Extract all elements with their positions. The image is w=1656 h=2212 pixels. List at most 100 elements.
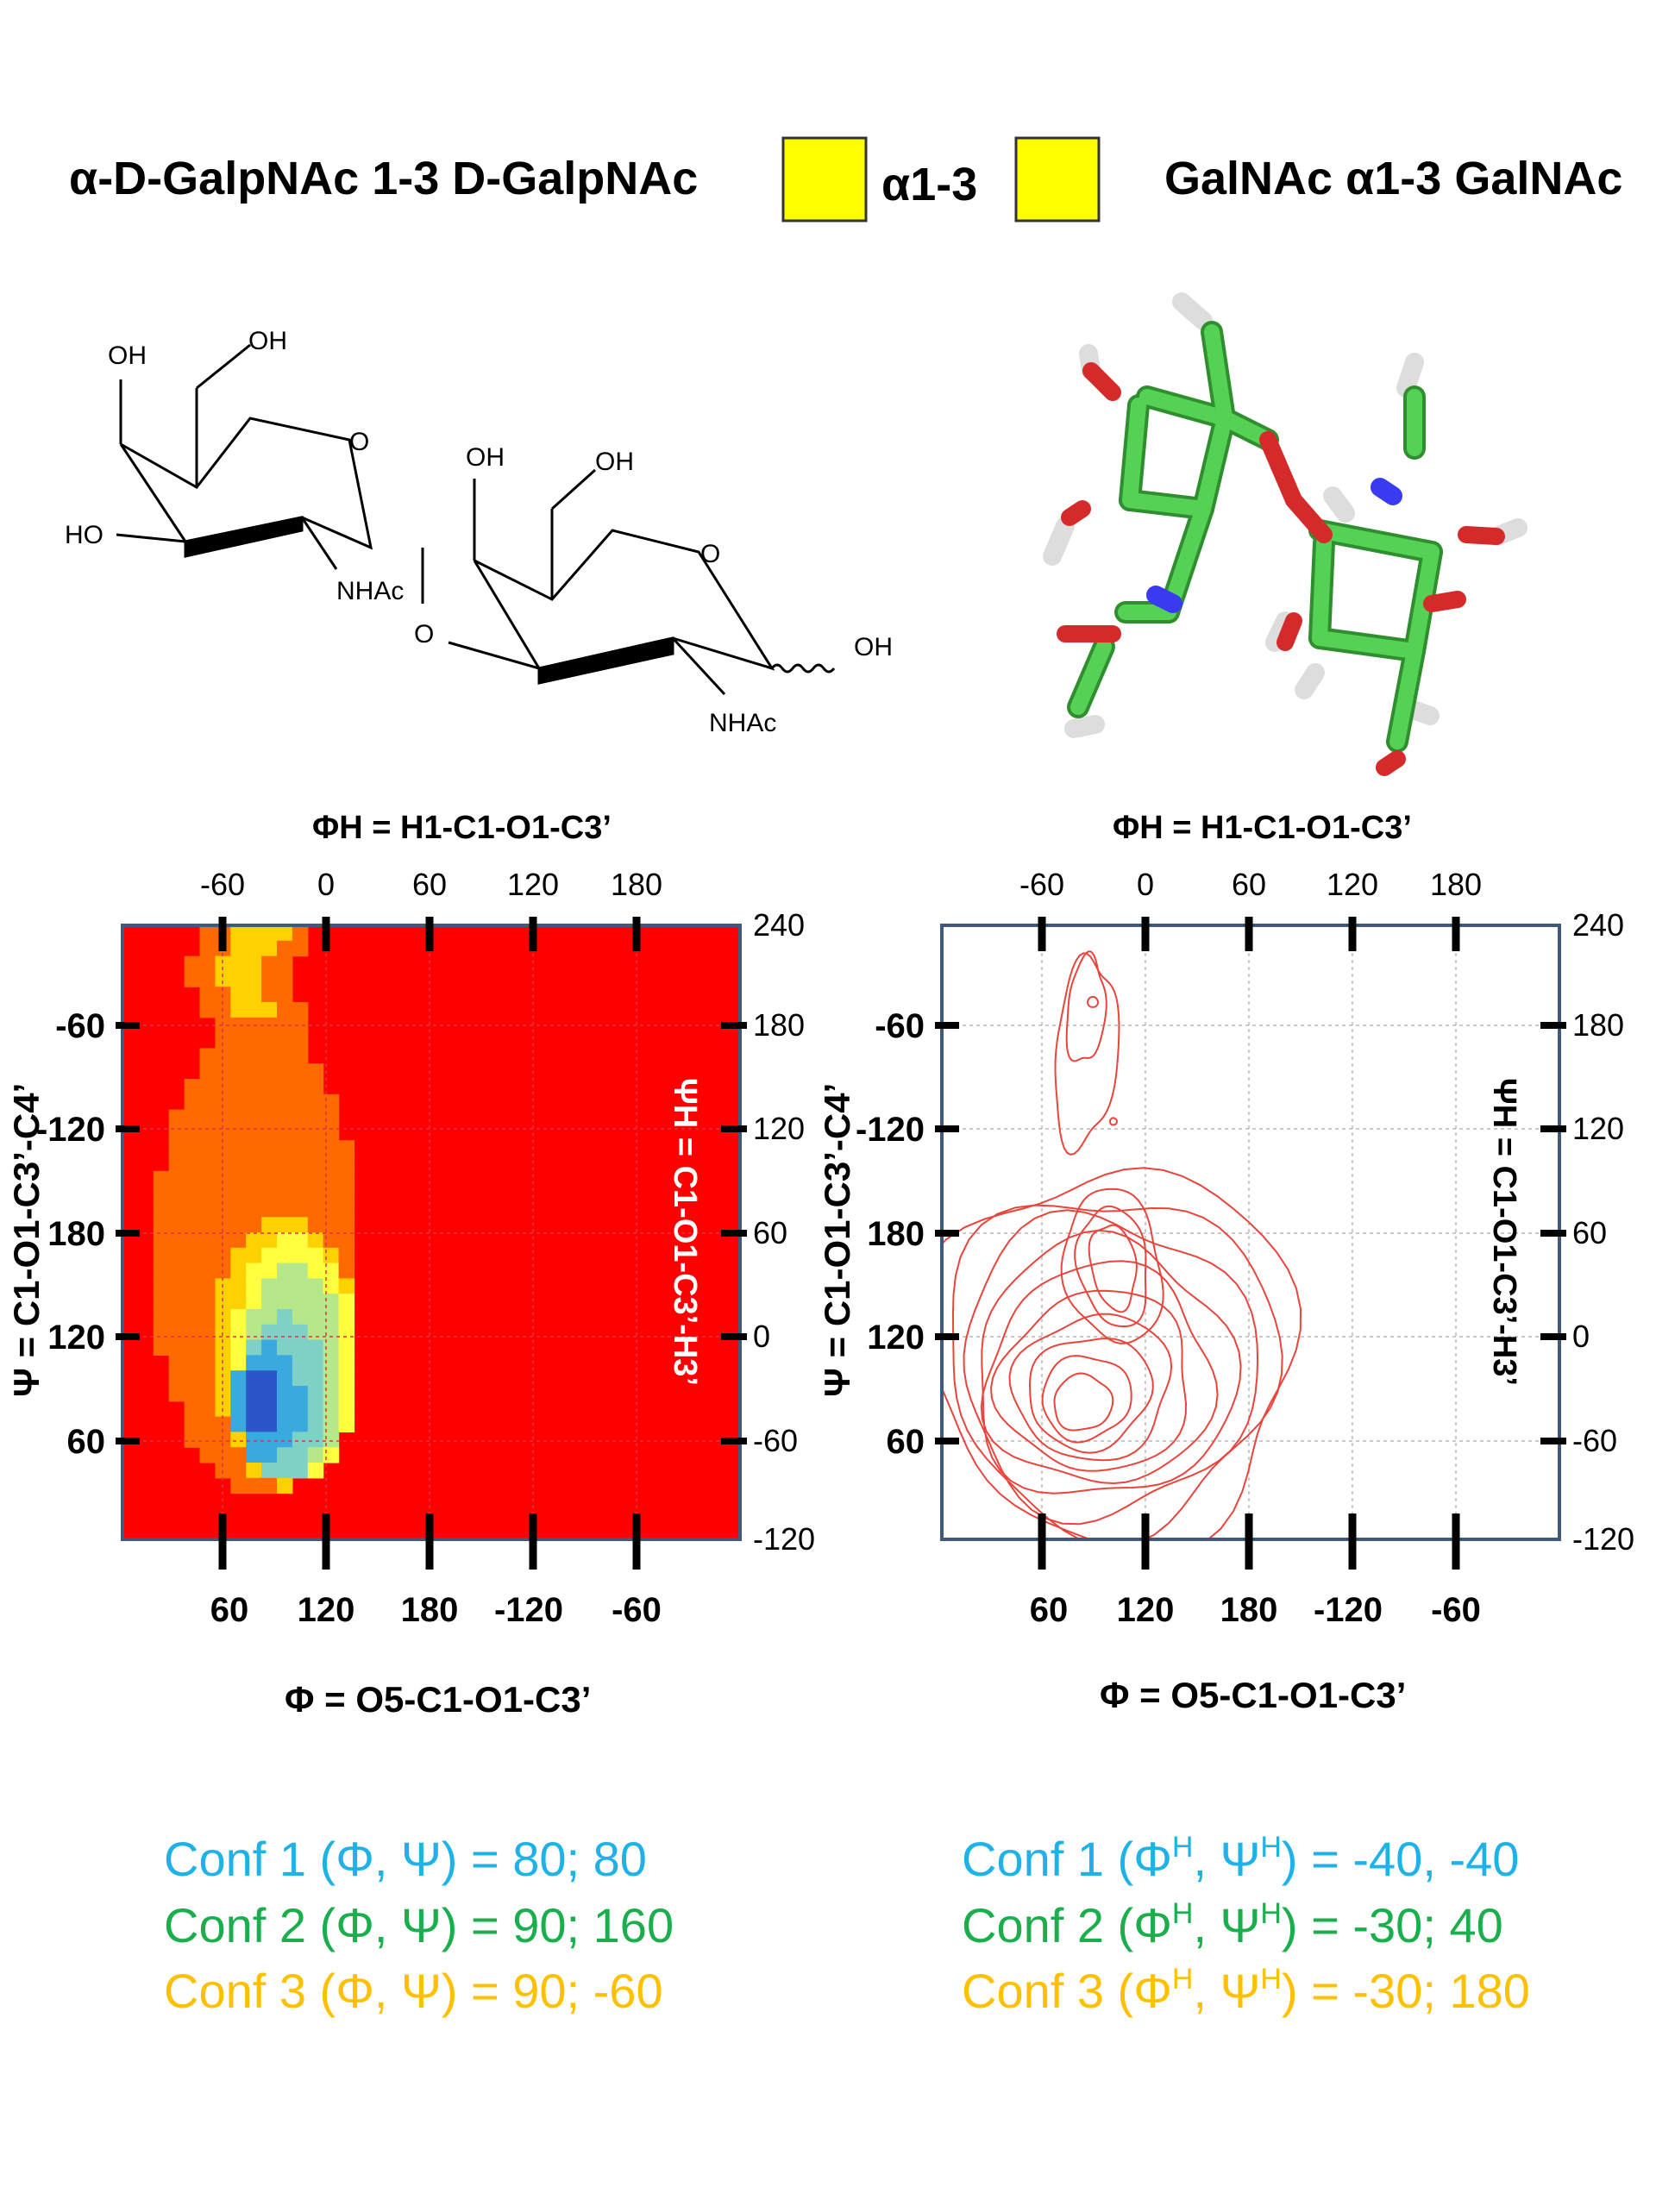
heatmap-cell (292, 1125, 309, 1141)
atom-label: O (414, 620, 434, 649)
ramachandran-contour: -60 60 0 120 60 180 120 -120 180 -60 60 120 180 -120 -… (856, 867, 1634, 1629)
heatmap-cells (122, 925, 740, 1539)
heatmap-cell (168, 1217, 185, 1233)
tick-label: 240 (1572, 907, 1624, 943)
heatmap-cell (168, 1125, 185, 1141)
heatmap-cell (168, 1186, 185, 1202)
heatmap-cell (215, 1170, 231, 1187)
heatmap-cell (261, 1093, 278, 1111)
heatmap-cell (153, 1324, 170, 1341)
heatmap-cell (307, 1447, 324, 1463)
heatmap-cell (338, 1416, 355, 1432)
heatmap-cell (261, 1032, 278, 1049)
heatmap-cell (277, 1477, 293, 1495)
heatmap-cell (153, 1247, 170, 1264)
heatmap-cell (307, 1063, 324, 1080)
heatmap-top-axis-title: ΦH = H1-C1-O1-C3’ (312, 810, 612, 846)
heatmap-cell (230, 1002, 247, 1018)
tick-label: 120 (1572, 1111, 1624, 1146)
heatmap-cell (261, 1263, 278, 1279)
heatmap-cell (277, 940, 293, 957)
atom-label: OH (854, 633, 893, 661)
heatmap-cell (184, 1339, 201, 1356)
heatmap-cell (292, 1401, 309, 1418)
heatmap-cell (230, 1477, 247, 1495)
heatmap-cell (261, 1432, 278, 1448)
heatmap-cell (323, 1447, 340, 1463)
conformer-left-2: Conf 2 (Φ, Ψ) = 90; 160 (164, 1898, 674, 1952)
tick-label: 60 (412, 867, 447, 902)
heatmap-cell (215, 1048, 231, 1064)
heatmap-cell (168, 1140, 185, 1156)
disaccharide-structure (116, 343, 836, 696)
heatmap-cell (307, 1156, 324, 1172)
heatmap-cell (246, 1355, 262, 1371)
heatmap-cell (230, 1093, 247, 1111)
header-left-title: α-D-GalpNAc 1-3 D-GalpNAc (69, 153, 698, 204)
heatmap-cell (168, 1339, 185, 1356)
contour-line (942, 1167, 1302, 1539)
heatmap-cell (184, 1432, 201, 1448)
heatmap-cell (323, 1416, 340, 1432)
heatmap-cell (292, 1140, 309, 1156)
heatmap-cell (323, 1278, 340, 1294)
heatmap-cell (215, 1386, 231, 1402)
tick-label: -120 (494, 1591, 563, 1629)
heatmap-cell (246, 1217, 262, 1233)
heatmap-cell (230, 1186, 247, 1202)
conformer-left-3: Conf 3 (Φ, Ψ) = 90; -60 (164, 1964, 663, 2018)
header-right-title: GalNAc α1-3 GalNAc (1164, 153, 1622, 204)
heatmap-cell (199, 1186, 216, 1202)
heatmap-cell (292, 1063, 309, 1080)
heatmap-cell (292, 1324, 309, 1341)
heatmap-cell (230, 987, 247, 1003)
contour-line (951, 1204, 1283, 1539)
heatmap-cell (292, 1170, 309, 1187)
heatmap-cell (184, 1401, 201, 1418)
contour-line (1108, 1117, 1118, 1126)
conformer-left-1: Conf 1 (Φ, Ψ) = 80; 80 (164, 1832, 647, 1886)
heatmap-cell (277, 987, 293, 1003)
heatmap-cell (338, 1386, 355, 1402)
linkage-box-left (781, 136, 868, 222)
heatmap-cell (199, 1201, 216, 1218)
heatmap-cell (292, 1370, 309, 1387)
heatmap-cell (230, 1170, 247, 1187)
heatmap-cell (292, 1232, 309, 1249)
heatmap-cell (199, 1002, 216, 1018)
heatmap-ticks: -60 60 0 120 60 180 120 -120 180 -60 60 120 180 -120 -… (36, 867, 815, 1629)
heatmap-cell (292, 1278, 309, 1294)
heatmap-cell (277, 1109, 293, 1125)
conf-text: Conf 1 (Φ (962, 1832, 1172, 1886)
heatmap-cell (307, 1294, 324, 1310)
tick-label: 180 (1430, 867, 1482, 902)
heatmap-cell (323, 1093, 340, 1111)
heatmap-cell (261, 1339, 278, 1356)
heatmap-cell (307, 1463, 324, 1479)
heatmap-cell (323, 1186, 340, 1202)
tick-label: 60 (753, 1215, 787, 1250)
heatmap-grid (122, 925, 740, 1539)
heatmap-cell (230, 1032, 247, 1049)
heatmap-cell (307, 1263, 324, 1279)
heatmap-cell (277, 1002, 293, 1018)
heatmap-cell (199, 1140, 216, 1156)
heatmap-cell (292, 925, 309, 942)
conf-text: , Ψ (1193, 1832, 1260, 1886)
heatmap-cell (184, 971, 201, 987)
heatmap-cell (168, 1263, 185, 1279)
heatmap-cell (277, 1156, 293, 1172)
tick-label: 180 (753, 1007, 805, 1043)
heatmap-cell (338, 1324, 355, 1341)
linkage-label: α1-3 (881, 159, 977, 210)
contour-grid (942, 925, 1559, 1539)
heatmap-cell (184, 1324, 201, 1341)
heatmap-cell (292, 1447, 309, 1463)
heatmap-cell (184, 1232, 201, 1249)
heatmap-cell (246, 1170, 262, 1187)
heatmap-cell (292, 1032, 309, 1049)
heatmap-cell (230, 1339, 247, 1356)
atom-label: O (349, 428, 369, 456)
heatmap-cell (323, 1263, 340, 1279)
